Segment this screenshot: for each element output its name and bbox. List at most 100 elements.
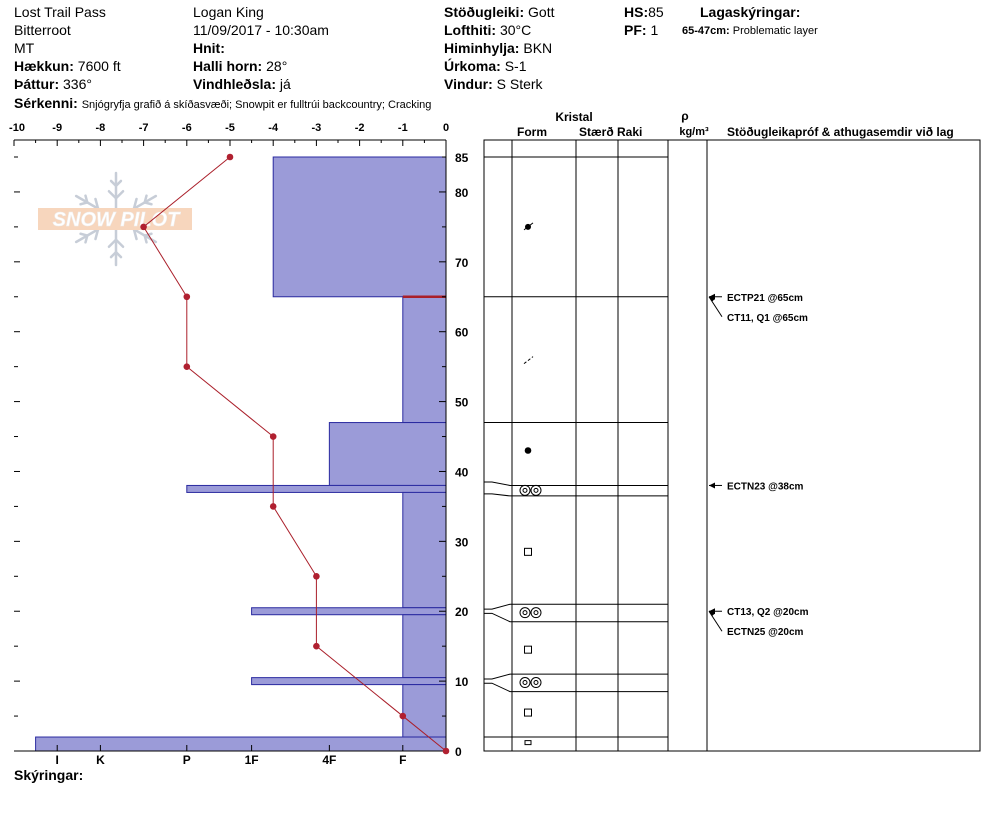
snowflake-branch [143,201,153,206]
pf-row: PF: 1 [624,21,658,39]
col-moisture: Raki [617,125,642,139]
temp-tick-label-5: -5 [225,122,235,134]
hardness-tick-label-5: F [399,753,406,767]
crystal-faceted-icon [524,645,532,654]
hs-row: HS:85 [624,3,664,21]
snowflake-branch [114,189,125,200]
precip-value: S-1 [504,58,527,74]
hs-value: 85 [648,4,664,20]
snowflake-branch [132,197,138,210]
legend-key: 65-47cm: [682,25,730,37]
hardness-layer-9 [35,736,447,752]
slope-value: 28° [266,58,288,74]
snowflake-branch [84,194,89,204]
snowflake-branch [109,250,118,259]
coords-row: Hnit: [193,39,225,57]
layer-boundary-6 [484,612,668,623]
crystal-mf-icon-a-inner [522,610,528,616]
stability-value: Gott [528,4,555,20]
hs-label: HS: [624,4,649,20]
aspect-value: 336° [63,76,92,92]
depth-tick-label-5: 50 [455,396,469,410]
wind-row: Vindur: S Sterk [444,75,543,93]
stability-label: Stöðugleiki: [444,4,525,20]
watermark-text: SNOW PILOT [53,209,181,231]
depth-tick-label-3: 30 [455,535,469,549]
crystal-mf-icon-a [519,677,531,689]
precip-row: Úrkoma: S-1 [444,57,526,75]
notes-label: Skýringar: [14,767,84,783]
air-temp-label: Lofthiti: [444,22,497,38]
features-label: Sérkenni: [14,95,78,111]
depth-tick-label-6: 60 [455,326,469,340]
crystal-mf-icon-b-inner [533,487,539,493]
temp-tick-label-3: -7 [139,122,149,134]
temperature-profile-line [142,156,447,752]
hardness-layer-3 [186,484,447,493]
observer-name: Logan King [193,4,264,20]
legend-entry: 65-47cm: Problematic layer [682,22,818,40]
crystal-faceted-small-icon [524,740,532,746]
wind-loading-value: já [279,76,291,92]
hardness-layer-2 [328,422,447,486]
location-name: Lost Trail Pass [14,4,106,20]
test-arrow-4 [709,611,715,617]
hardness-layer-4 [402,491,447,609]
snowflake-branch [143,234,148,244]
layer-table: Kristal Form Stærð Raki ρ kg/m³ Stöðugle… [483,109,981,752]
col-tests: Stöðugleikapróf & athugasemdir við lag [727,125,954,139]
snowflake-branch [132,228,138,241]
state: MT [14,40,35,56]
layer-boundary-4 [484,493,668,497]
wind-value: S Sterk [496,76,543,92]
col-density-unit: kg/m³ [679,126,709,138]
test-arrow-2 [709,482,715,489]
sky-label: Himinhylja: [444,40,520,56]
temperature-point-8 [399,712,407,720]
hardness-layer-6 [402,614,447,679]
snowflake-branch [107,238,118,249]
crystal-faceted-icon [524,547,532,556]
snowflake-branch [94,197,100,210]
features-value: Snjógryfja grafið á skíðasvæði; Snowpit … [81,99,432,111]
watermark-band [38,208,192,230]
temp-tick-label-2: -8 [96,122,106,134]
crystal-mf-icon-b-inner [533,680,539,686]
crystal-mf-icon-a [519,607,531,619]
temperature-point-6 [313,572,320,580]
hardness-layer-8 [402,684,447,738]
crystal-decomposing-icon [523,356,534,365]
table-frame [483,139,981,752]
stability-test-label-0: ECTP21 @65cm [727,293,803,304]
col-rho: ρ [681,109,688,123]
wind-loading-row: Vindhleðsla: já [193,75,291,93]
temperature-point-5 [269,503,277,510]
hardness-layer-5 [251,607,447,616]
layer-boundary-3 [484,481,668,486]
depth-tick-label-0: 0 [455,745,462,759]
depth-tick-label-2: 20 [455,605,469,619]
crystal-mf-icon-b [530,484,542,496]
observation-datetime: 11/09/2017 - 10:30am [193,22,329,38]
temperature-point-9 [442,747,450,755]
temp-tick-label-0: -10 [9,122,25,134]
depth-tick-label-4: 40 [455,465,469,479]
temperature-point-4 [269,433,277,440]
snowflake-branch [114,179,123,188]
crystal-mf-icon-b [530,607,542,619]
temp-tick-label-7: -3 [312,122,322,134]
hardness-tick-label-2: P [183,753,191,767]
crystal-mf-icon-a-inner [522,487,528,493]
pf-value: 1 [650,22,659,38]
air-temp-value: 30°C [499,22,532,38]
slope-row: Halli horn: 28° [193,57,287,75]
features-row: Sérkenni: Snjógryfja grafið á skíðasvæði… [14,94,431,114]
hardness-tick-label-1: K [96,753,105,767]
temp-tick-label-8: -2 [355,122,365,134]
crystal-precip-slash [523,222,534,231]
snowpilot-watermark: SNOW PILOT [38,171,192,267]
sky-row: Himinhylja: BKN [444,39,552,57]
crystal-mf-icon-b-inner [533,610,539,616]
coords-label: Hnit: [193,40,225,56]
temperature-point-1 [140,223,147,231]
